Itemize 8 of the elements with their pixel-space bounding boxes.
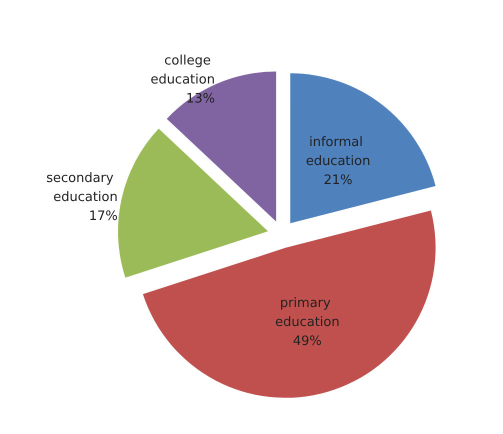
slice-label: primary education <box>275 296 340 330</box>
slice-label: informal education <box>306 135 370 170</box>
data-label: 49% <box>292 334 322 350</box>
slice-label: college education <box>150 54 215 88</box>
data-label: 21% <box>324 173 353 188</box>
data-label: 17% <box>88 209 118 224</box>
data-label: 13% <box>186 92 215 107</box>
slice-label: secondary education <box>46 171 118 206</box>
